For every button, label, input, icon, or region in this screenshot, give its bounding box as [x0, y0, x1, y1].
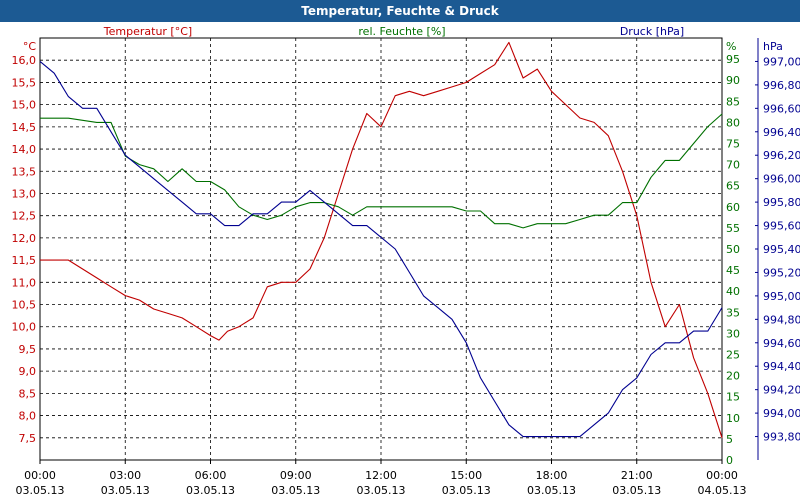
- humidity-tick-label: 60: [726, 201, 740, 214]
- temperature-series-line: [40, 41, 723, 438]
- x-tick-label-date: 03.05.13: [16, 484, 65, 497]
- temperature-series-label: Temperatur [°C]: [103, 25, 192, 38]
- temperature-tick-label: 15,5: [12, 76, 37, 89]
- x-tick-label-date: 03.05.13: [357, 484, 406, 497]
- x-tick-label-date: 03.05.13: [101, 484, 150, 497]
- x-tick-label-time: 12:00: [365, 469, 397, 482]
- humidity-tick-label: 25: [726, 349, 740, 362]
- humidity-tick-label: 70: [726, 159, 740, 172]
- humidity-tick-label: 15: [726, 391, 740, 404]
- humidity-tick-label: 0: [726, 454, 733, 467]
- humidity-tick-label: 35: [726, 306, 740, 319]
- pressure-tick-label: 995,00: [763, 290, 800, 303]
- humidity-tick-label: 45: [726, 264, 740, 277]
- x-tick-label-date: 03.05.13: [442, 484, 491, 497]
- temperature-tick-label: 10,5: [12, 299, 37, 312]
- humidity-tick-label: 90: [726, 74, 740, 87]
- temperature-tick-label: 13,0: [12, 187, 37, 200]
- humidity-tick-label: 5: [726, 433, 733, 446]
- pressure-series-line: [39, 60, 723, 438]
- x-tick-label-time: 03:00: [109, 469, 141, 482]
- temperature-tick-label: 8,5: [19, 387, 37, 400]
- temperature-tick-label: 9,5: [19, 343, 37, 356]
- temperature-tick-label: 15,0: [12, 99, 37, 112]
- pressure-tick-label: 994,40: [763, 360, 800, 373]
- temperature-tick-label: 11,5: [12, 254, 37, 267]
- pressure-tick-label: 996,40: [763, 126, 800, 139]
- temperature-tick-label: 7,5: [19, 432, 37, 445]
- x-tick-label-time: 06:00: [195, 469, 227, 482]
- pressure-tick-label: 995,60: [763, 220, 800, 233]
- x-tick-label-time: 00:00: [706, 469, 738, 482]
- temperature-tick-label: 14,0: [12, 143, 37, 156]
- x-tick-label-date: 03.05.13: [612, 484, 661, 497]
- x-tick-label-time: 21:00: [621, 469, 653, 482]
- humidity-tick-label: 20: [726, 370, 740, 383]
- humidity-tick-label: 30: [726, 327, 740, 340]
- temperature-tick-label: 12,5: [12, 210, 37, 223]
- x-tick-label-date: 03.05.13: [186, 484, 235, 497]
- x-tick-label-time: 15:00: [450, 469, 482, 482]
- x-tick-label-date: 03.05.13: [527, 484, 576, 497]
- pressure-tick-label: 993,80: [763, 431, 800, 444]
- temperature-tick-label: 13,5: [12, 165, 37, 178]
- temperature-tick-label: 10,0: [12, 321, 37, 334]
- humidity-tick-label: 55: [726, 222, 740, 235]
- humidity-tick-label: 10: [726, 412, 740, 425]
- pressure-tick-label: 996,20: [763, 149, 800, 162]
- temperature-axis-unit: °C: [23, 40, 37, 53]
- pressure-tick-label: 994,00: [763, 407, 800, 420]
- pressure-tick-label: 994,20: [763, 384, 800, 397]
- humidity-tick-label: 65: [726, 180, 740, 193]
- humidity-axis-unit: %: [726, 40, 736, 53]
- x-tick-label-time: 09:00: [280, 469, 312, 482]
- humidity-tick-label: 75: [726, 138, 740, 151]
- pressure-tick-label: 997,00: [763, 55, 800, 68]
- humidity-tick-label: 40: [726, 285, 740, 298]
- humidity-tick-label: 50: [726, 243, 740, 256]
- pressure-tick-label: 995,20: [763, 266, 800, 279]
- pressure-tick-label: 995,80: [763, 196, 800, 209]
- pressure-tick-label: 996,80: [763, 79, 800, 92]
- temperature-tick-label: 12,0: [12, 232, 37, 245]
- pressure-series-label: Druck [hPa]: [620, 25, 684, 38]
- x-tick-label-time: 00:00: [24, 469, 56, 482]
- pressure-tick-label: 996,00: [763, 173, 800, 186]
- pressure-tick-label: 996,60: [763, 102, 800, 115]
- humidity-tick-label: 80: [726, 116, 740, 129]
- chart-title: Temperatur, Feuchte & Druck: [0, 0, 800, 22]
- x-tick-label-date: 03.05.13: [271, 484, 320, 497]
- x-tick-label-date: 04.05.13: [698, 484, 747, 497]
- humidity-tick-label: 85: [726, 95, 740, 108]
- x-tick-label-time: 18:00: [536, 469, 568, 482]
- temperature-tick-label: 8,0: [19, 410, 37, 423]
- pressure-axis-unit: hPa: [763, 40, 783, 53]
- temperature-tick-label: 14,5: [12, 121, 37, 134]
- pressure-tick-label: 994,80: [763, 313, 800, 326]
- temperature-tick-label: 11,0: [12, 276, 37, 289]
- temperature-tick-label: 16,0: [12, 54, 37, 67]
- pressure-tick-label: 995,40: [763, 243, 800, 256]
- temperature-tick-label: 9,0: [19, 365, 37, 378]
- humidity-series-line: [40, 113, 723, 229]
- humidity-tick-label: 95: [726, 53, 740, 66]
- humidity-series-label: rel. Feuchte [%]: [358, 25, 445, 38]
- pressure-tick-label: 994,60: [763, 337, 800, 350]
